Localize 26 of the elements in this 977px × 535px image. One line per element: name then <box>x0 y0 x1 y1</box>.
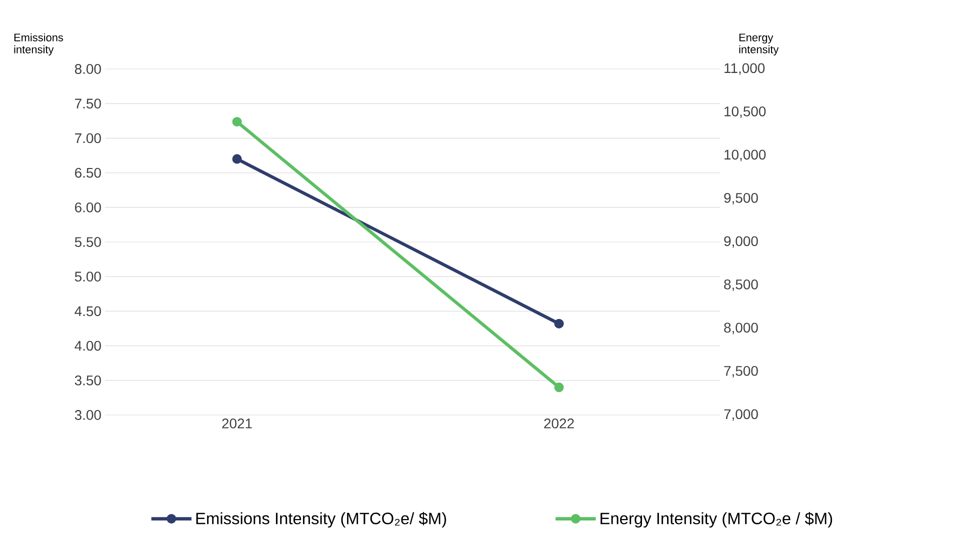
y2-tick-label: 9,500 <box>724 192 758 205</box>
x-tick-label: 2021 <box>222 418 252 428</box>
y2-tick-label: 10,000 <box>724 150 766 162</box>
y-tick-label: 3.50 <box>74 375 101 386</box>
y-tick-label: 4.00 <box>74 340 101 351</box>
y2-tick-label: 10,500 <box>724 106 766 118</box>
y2-axis-title: Energy intensity <box>739 34 779 56</box>
y2-tick-label: 7,000 <box>724 409 758 421</box>
legend-label: Emissions Intensity (MTCO₂e/ $M) <box>196 512 446 528</box>
y2-tick-label: 8,000 <box>724 322 758 334</box>
y2-tick-label: 11,000 <box>724 63 765 75</box>
y2-tick-label: 8,500 <box>724 279 758 292</box>
y-tick-label: 6.50 <box>75 168 101 178</box>
y-tick-label: 7.00 <box>75 133 101 144</box>
y2-tick-label: 7,500 <box>724 366 758 378</box>
y-tick-label: 5.50 <box>74 237 101 247</box>
y-axis-title: Emissions intensity <box>14 33 64 56</box>
legend-label: Energy Intensity (MTCO₂e / $M) <box>600 512 832 528</box>
y-tick-label: 4.50 <box>74 306 101 316</box>
y-tick-label: 5.00 <box>74 272 101 282</box>
y2-tick-label: 9,000 <box>724 236 758 248</box>
y-tick-label: 3.00 <box>74 410 101 420</box>
x-tick-label: 2022 <box>544 418 574 428</box>
y-tick-label: 6.00 <box>75 202 101 212</box>
y-tick-label: 7.50 <box>75 98 101 109</box>
y-tick-label: 8.00 <box>74 64 101 74</box>
